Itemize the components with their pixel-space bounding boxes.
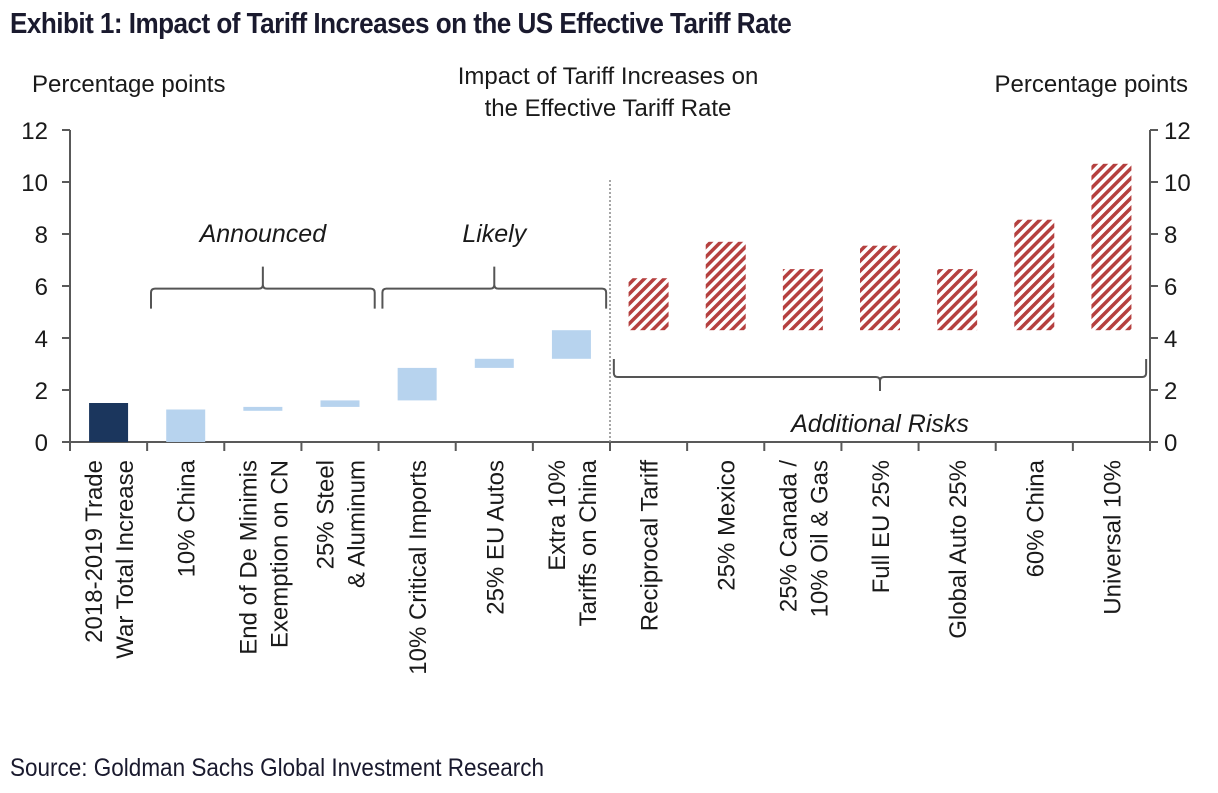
y-tick-label-left: 8 [35, 222, 48, 249]
y-tick-label-right: 0 [1164, 430, 1177, 457]
annotation-label-0: Announced [198, 220, 328, 248]
x-tick-label-11: Global Auto 25% [945, 460, 972, 639]
bar-13 [1091, 163, 1132, 331]
x-tick-label-line: 60% China [1022, 459, 1049, 577]
bar-8 [705, 241, 746, 331]
x-tick-label-line: 25% Steel [313, 460, 340, 569]
x-tick-label-5: 25% EU Autos [482, 460, 509, 615]
x-tick-label-line: Global Auto 25% [945, 460, 972, 639]
bar-0 [89, 403, 129, 442]
chart-title-line-1: Impact of Tariff Increases on [458, 63, 759, 90]
bar-9 [782, 269, 823, 331]
annotation-bracket-2 [612, 359, 1148, 391]
x-tick-label-2: End of De Minimis Exemption on CN [235, 460, 293, 655]
x-tick-label-line: 25% Canada / [775, 460, 802, 612]
bar-4 [397, 367, 437, 401]
x-tick-label-line: Extra 10% [544, 460, 571, 571]
x-tick-label-9: 25% Canada /10% Oil & Gas [775, 460, 833, 618]
x-tick-label-line: Exemption on CN [266, 460, 293, 648]
y-tick-label-right: 6 [1164, 274, 1177, 301]
x-tick-label-line: 10% Oil & Gas [806, 460, 833, 617]
bar-5 [474, 358, 514, 368]
y-tick-label-right: 10 [1164, 170, 1191, 197]
x-tick-label-line: 25% EU Autos [482, 460, 509, 615]
x-tick-label-7: Reciprocal Tariff [637, 460, 664, 632]
x-tick-label-13: Universal 10% [1099, 460, 1126, 615]
y-tick-label-left: 10 [21, 170, 48, 197]
x-tick-label-line: 10% Critical Imports [405, 460, 432, 675]
y-tick-label-left: 0 [35, 430, 48, 457]
x-tick-label-6: Extra 10% Tariffs on China [544, 459, 602, 626]
x-tick-label-line: War Total Increase [112, 460, 139, 659]
x-tick-label-4: 10% Critical Imports [405, 460, 432, 675]
x-tick-label-10: Full EU 25% [868, 460, 895, 593]
y-tick-label-left: 12 [21, 118, 48, 145]
chart-title-line-2: the Effective Tariff Rate [485, 95, 732, 122]
bar-10 [860, 245, 900, 331]
x-tick-label-line: Universal 10% [1099, 460, 1126, 615]
x-tick-label-line: Full EU 25% [868, 460, 895, 593]
y-tick-label-left: 6 [35, 274, 48, 301]
annotation-bracket-0 [150, 266, 376, 309]
bar-11 [937, 269, 978, 331]
x-tick-label-8: 25% Mexico [714, 460, 741, 591]
bar-1 [166, 409, 206, 442]
bar-6 [551, 330, 591, 359]
bar-3 [320, 400, 360, 407]
right-axis-label: Percentage points [995, 71, 1188, 98]
annotation-bracket-1 [381, 266, 608, 309]
y-tick-label-left: 4 [35, 326, 48, 353]
y-tick-label-right: 8 [1164, 222, 1177, 249]
x-tick-label-line: 2018-2019 Trade [81, 460, 108, 643]
x-tick-label-3: 25% Steel & Aluminum [313, 460, 371, 588]
bar-7 [628, 278, 669, 331]
x-tick-label-line: 10% China [174, 459, 201, 577]
x-tick-label-12: 60% China [1022, 459, 1049, 577]
bar-2 [243, 406, 283, 411]
exhibit-title: Exhibit 1: Impact of Tariff Increases on… [10, 8, 792, 40]
x-tick-label-1: 10% China [174, 459, 201, 577]
x-tick-label-line: Tariffs on China [575, 459, 602, 626]
y-tick-label-right: 4 [1164, 326, 1177, 353]
source-note: Source: Goldman Sachs Global Investment … [10, 754, 545, 782]
y-tick-label-left: 2 [35, 378, 48, 405]
x-tick-label-0: 2018-2019 Trade War Total Increase [81, 460, 139, 659]
y-tick-label-right: 12 [1164, 118, 1191, 145]
x-tick-label-line: 25% Mexico [714, 460, 741, 591]
x-tick-label-line: & Aluminum [344, 460, 371, 588]
y-tick-label-right: 2 [1164, 378, 1177, 405]
x-tick-label-line: End of De Minimis [235, 460, 262, 655]
left-axis-label: Percentage points [32, 71, 225, 98]
annotation-label-1: Likely [462, 220, 527, 248]
annotation-label-2: Additional Risks [789, 410, 969, 438]
x-tick-label-line: Reciprocal Tariff [637, 460, 664, 632]
bar-12 [1014, 219, 1055, 331]
